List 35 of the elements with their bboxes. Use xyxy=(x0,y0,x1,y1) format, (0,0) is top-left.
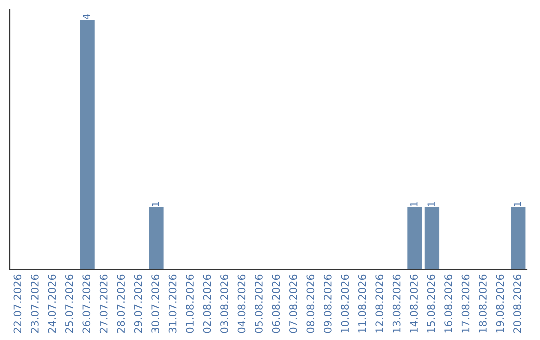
x-tick-label: 31.07.2026 xyxy=(168,274,177,334)
x-tick-label: 05.08.2026 xyxy=(255,274,263,334)
x-tick-label: 13.08.2026 xyxy=(392,274,401,333)
data-label: 1 xyxy=(410,202,418,206)
x-tick-label: 17.08.2026 xyxy=(462,274,470,333)
x-tick-label: 26.07.2026 xyxy=(82,274,91,334)
x-tick-label: 15.08.2026 xyxy=(427,274,436,333)
x-tick-label: 20.08.2026 xyxy=(514,274,522,334)
x-tick-label: 04.08.2026 xyxy=(238,274,246,334)
x-tick-label: 25.07.2026 xyxy=(65,274,74,334)
x-tick-label: 29.07.2026 xyxy=(134,274,142,334)
x-tick-label: 30.07.2026 xyxy=(152,274,160,334)
x-tick-label: 14.08.2026 xyxy=(410,274,418,333)
x-tick-label: 19.08.2026 xyxy=(496,274,504,333)
x-tick-label: 09.08.2026 xyxy=(324,274,332,334)
x-tick-label: 22.07.2026 xyxy=(14,274,22,334)
x-tick-label: 03.08.2026 xyxy=(220,274,228,334)
x-tick-label: 12.08.2026 xyxy=(376,274,384,333)
x-tick-label: 06.08.2026 xyxy=(272,274,280,334)
x-tick-label: 28.07.2026 xyxy=(117,274,126,334)
x-tick-label: 01.08.2026 xyxy=(186,274,194,334)
x-tick-label: 11.08.2026 xyxy=(358,274,366,333)
x-tick-label: 27.07.2026 xyxy=(100,274,108,334)
x-tick-label: 02.08.2026 xyxy=(203,274,212,334)
data-label: 1 xyxy=(428,202,435,206)
x-tick-label: 08.08.2026 xyxy=(306,274,315,334)
x-tick-label: 16.08.2026 xyxy=(444,274,452,333)
data-label: 1 xyxy=(152,202,160,206)
x-tick-label: 07.08.2026 xyxy=(289,274,298,334)
x-tick-label: 18.08.2026 xyxy=(479,274,487,333)
data-label: 4 xyxy=(83,14,90,20)
x-tick-label: 10.08.2026 xyxy=(341,274,350,333)
data-label: 1 xyxy=(514,202,522,206)
x-tick-label: 24.07.2026 xyxy=(48,274,56,334)
x-tick-label: 23.07.2026 xyxy=(30,274,39,334)
